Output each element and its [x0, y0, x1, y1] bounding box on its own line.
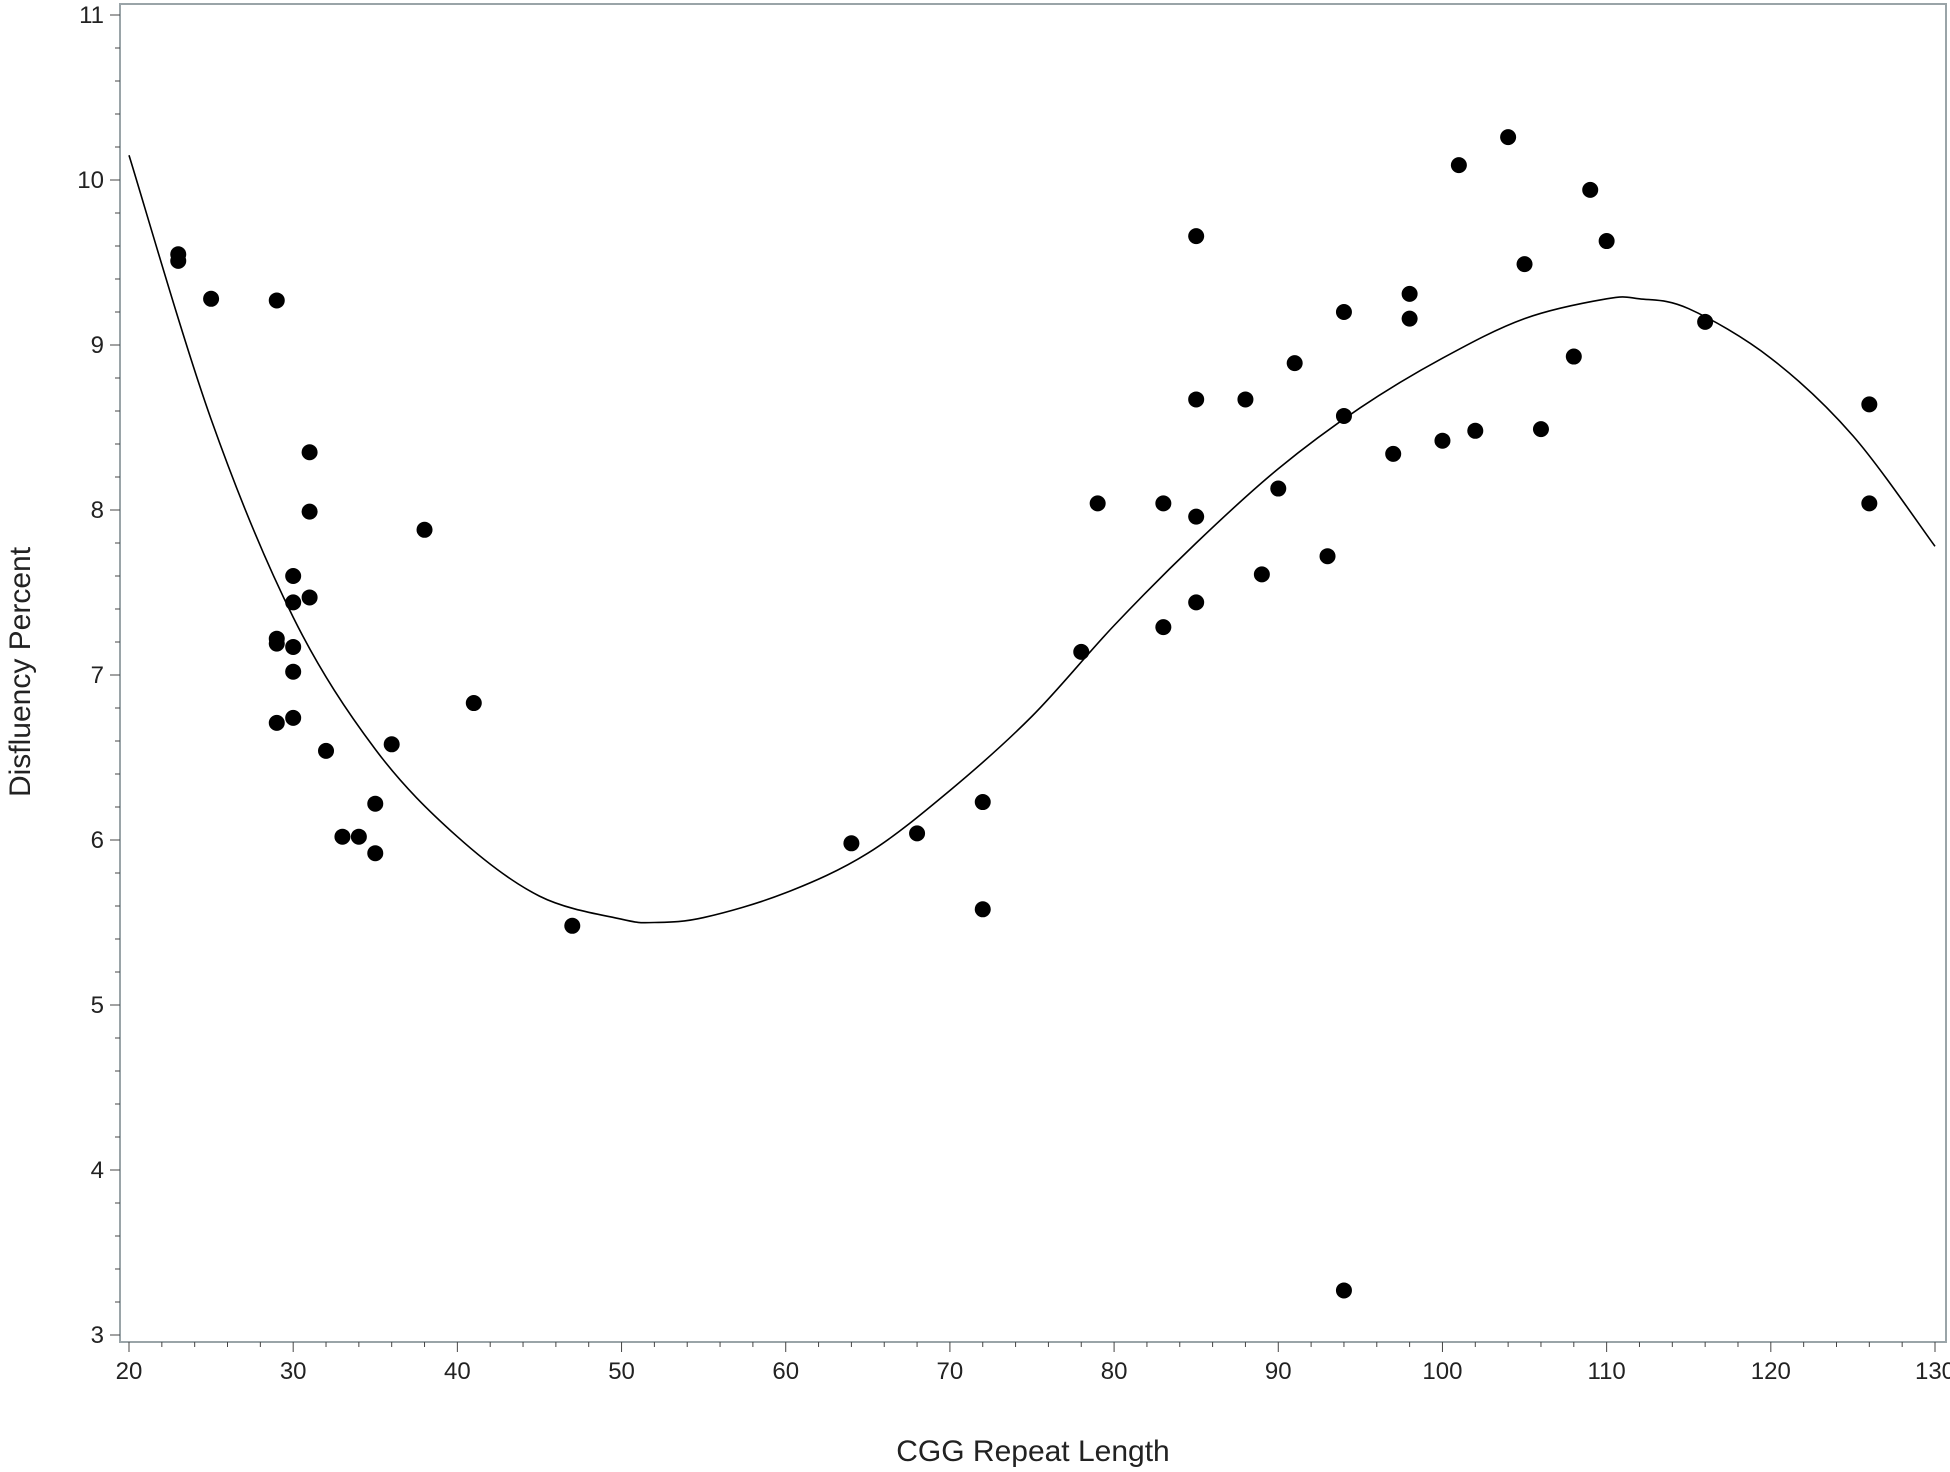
- data-point: [1861, 396, 1878, 413]
- data-point: [1500, 129, 1517, 146]
- y-tick-label: 3: [91, 1322, 104, 1349]
- data-point: [1467, 422, 1484, 439]
- data-point: [1089, 495, 1106, 512]
- data-point: [1861, 495, 1878, 512]
- data-point: [1335, 1282, 1352, 1299]
- data-point: [1434, 432, 1451, 449]
- data-point: [1697, 313, 1714, 330]
- data-point: [268, 714, 285, 731]
- data-point: [318, 742, 335, 759]
- y-axis: 3 4 5 6 7 8 9 10 11: [77, 2, 120, 1349]
- x-tick-label: 80: [1101, 1358, 1128, 1385]
- data-point: [1598, 233, 1615, 250]
- y-tick-label: 7: [91, 662, 104, 689]
- x-axis: 20 30 40 50 60 70 80 90 100 110 120 130: [116, 1342, 1950, 1385]
- y-tick-label: 8: [91, 497, 104, 524]
- x-tick-label: 40: [444, 1358, 471, 1385]
- data-point: [1073, 643, 1090, 660]
- y-axis-title: Disfluency Percent: [4, 546, 37, 797]
- y-tick-label: 10: [77, 167, 104, 194]
- data-point: [1385, 445, 1402, 462]
- data-point: [1155, 495, 1172, 512]
- data-point: [367, 795, 384, 812]
- data-point: [1582, 181, 1599, 198]
- x-tick-label: 50: [608, 1358, 635, 1385]
- data-point: [1401, 310, 1418, 327]
- data-point: [301, 444, 318, 461]
- x-tick-label: 100: [1422, 1358, 1462, 1385]
- data-point: [465, 695, 482, 712]
- data-point: [1516, 256, 1533, 273]
- data-point: [1270, 480, 1287, 497]
- x-tick-label: 120: [1751, 1358, 1791, 1385]
- data-point: [301, 589, 318, 606]
- data-point: [1450, 157, 1467, 174]
- y-tick-label: 9: [91, 332, 104, 359]
- fit-curve: [128, 155, 1936, 924]
- data-point: [1532, 421, 1549, 438]
- data-point: [1188, 391, 1205, 408]
- data-point: [843, 835, 860, 852]
- x-axis-title: CGG Repeat Length: [896, 1435, 1170, 1468]
- x-tick-label: 70: [937, 1358, 964, 1385]
- y-tick-label: 4: [91, 1157, 104, 1184]
- y-tick-label: 11: [79, 2, 104, 29]
- data-point: [383, 736, 400, 753]
- data-point: [1401, 285, 1418, 302]
- data-point: [285, 638, 302, 655]
- data-point: [367, 845, 384, 862]
- data-point: [1188, 594, 1205, 611]
- data-point: [1286, 355, 1303, 372]
- data-point: [268, 292, 285, 309]
- data-point: [564, 917, 581, 934]
- x-tick-label: 20: [116, 1358, 143, 1385]
- data-point: [1319, 548, 1336, 565]
- data-point: [285, 568, 302, 584]
- x-tick-label: 60: [772, 1358, 799, 1385]
- data-point: [974, 901, 991, 918]
- data-point: [285, 663, 302, 680]
- data-point: [350, 828, 367, 845]
- data-point: [974, 794, 991, 811]
- data-point: [1155, 619, 1172, 636]
- data-point: [1188, 508, 1205, 525]
- data-point: [1253, 566, 1270, 583]
- data-point: [1335, 407, 1352, 424]
- data-point: [301, 503, 318, 520]
- data-point: [1335, 304, 1352, 320]
- y-tick-label: 5: [91, 992, 104, 1019]
- x-tick-label: 90: [1265, 1358, 1292, 1385]
- x-tick-label: 130: [1915, 1358, 1950, 1385]
- x-tick-label: 30: [280, 1358, 307, 1385]
- data-point: [285, 594, 302, 611]
- plot-frame: [119, 3, 1947, 1343]
- y-tick-label: 6: [91, 827, 104, 854]
- data-point: [334, 828, 351, 845]
- data-point: [285, 709, 302, 726]
- x-tick-label: 110: [1588, 1358, 1626, 1385]
- data-point: [1237, 391, 1254, 408]
- data-point: [1565, 348, 1582, 365]
- data-point: [416, 521, 433, 538]
- data-points: [170, 129, 1878, 1299]
- data-point: [203, 290, 220, 307]
- data-point: [170, 252, 187, 269]
- data-point: [268, 635, 285, 652]
- data-point: [1188, 228, 1205, 245]
- data-point: [909, 825, 926, 842]
